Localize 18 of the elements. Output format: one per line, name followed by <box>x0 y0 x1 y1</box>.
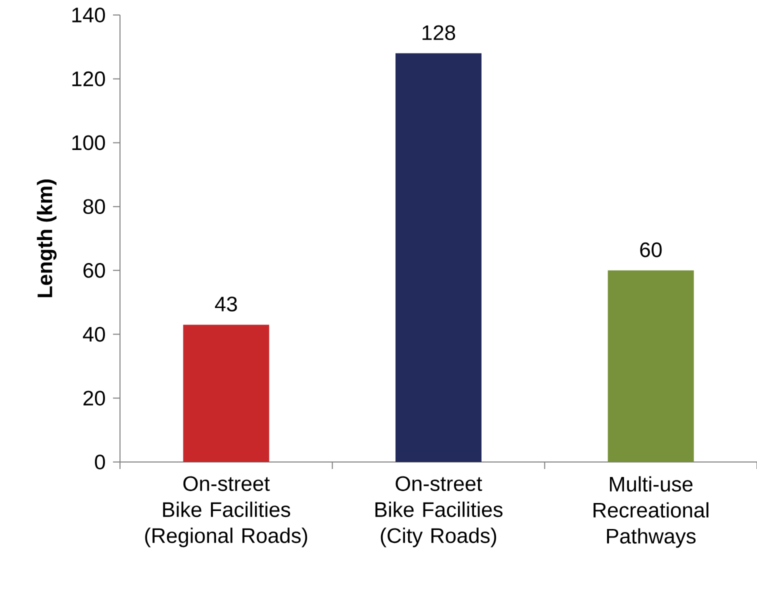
y-tick-label: 20 <box>83 390 105 406</box>
bar <box>396 53 482 462</box>
bar <box>183 324 270 462</box>
y-tick-label: 40 <box>82 326 105 342</box>
y-tick-label: 120 <box>72 71 105 86</box>
data-label: 60 <box>640 242 662 258</box>
y-tick-label: 0 <box>94 454 105 470</box>
x-tick-label: Multi-use Recreational Pathways <box>594 476 708 548</box>
x-tick-label: On-street Bike Facilities (City Roads) <box>375 476 502 548</box>
y-tick-label: 60 <box>84 262 105 278</box>
y-tick-label: 140 <box>72 8 105 22</box>
y-tick-label: 80 <box>83 199 105 214</box>
y-tick-label: 100 <box>72 135 105 150</box>
data-label: 128 <box>422 25 456 40</box>
bar <box>608 270 694 462</box>
x-tick-label: On-street Bike Facilities (Regional Roads) <box>145 476 308 548</box>
data-label: 43 <box>214 296 237 312</box>
y-axis-title: Length (km) <box>36 179 57 298</box>
